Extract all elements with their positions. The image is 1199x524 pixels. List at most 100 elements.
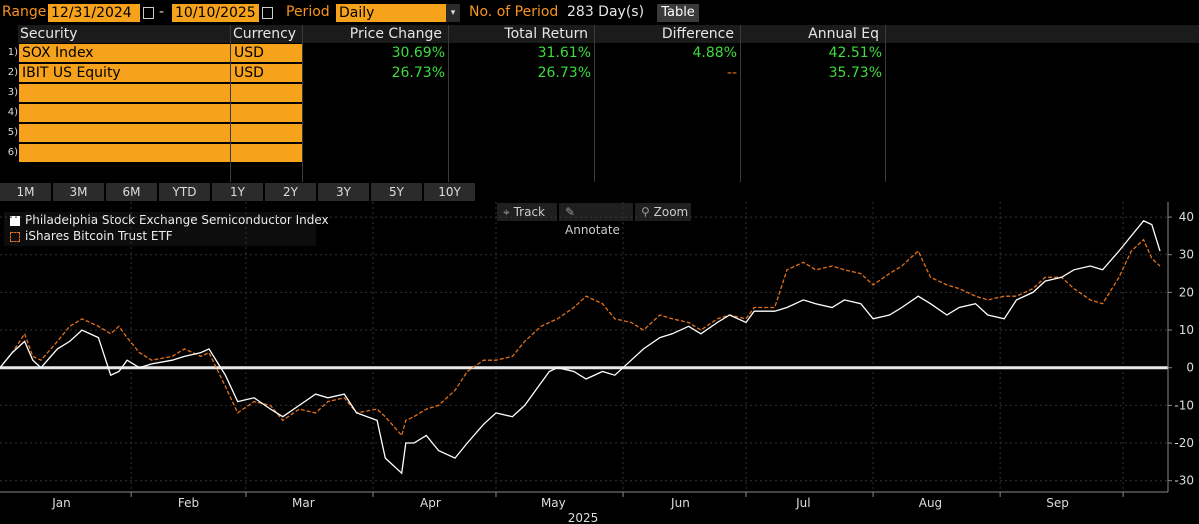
annual-eq-cell [741, 124, 882, 142]
x-tick-label: Aug [919, 496, 942, 510]
header-difference: Difference [595, 25, 740, 43]
total-return-cell [449, 144, 591, 162]
column-divider [885, 25, 886, 182]
series-line-ibit [0, 238, 1161, 437]
difference-cell [595, 144, 737, 162]
legend-swatch-sox [10, 216, 20, 226]
y-tick-label: 10 [1179, 323, 1194, 337]
y-tick-label: 0 [1186, 361, 1194, 375]
line-chart[interactable]: 40 30 20 10 0 -10 -20 -30 Jan Feb Mar Apr May Jun Jul… [0, 200, 1199, 524]
total-return-cell [449, 124, 591, 142]
column-divider [302, 25, 303, 182]
securities-table: Security Currency Price Change Total Ret… [0, 25, 1199, 182]
security-input[interactable] [19, 104, 230, 122]
price-change-cell [303, 144, 445, 162]
calendar-end-icon[interactable] [262, 7, 273, 19]
annual-eq-cell: 42.51% [828, 45, 882, 61]
security-input[interactable]: SOX Index [19, 44, 230, 62]
period-button-5y[interactable]: 5Y [371, 183, 422, 201]
price-change-cell: 30.69% [391, 45, 445, 61]
y-tick-label: -30 [1174, 474, 1194, 488]
annual-eq-cell [741, 104, 882, 122]
annual-eq-cell [741, 84, 882, 102]
difference-cell: 4.88% [692, 45, 737, 61]
crosshair-icon: ⌖ [503, 205, 510, 219]
period-select[interactable]: Daily [336, 4, 446, 22]
header-empty [886, 25, 1199, 43]
header-total-return: Total Return [449, 25, 594, 43]
y-tick-label: 20 [1179, 285, 1194, 299]
security-input[interactable] [19, 84, 230, 102]
security-input[interactable]: IBIT US Equity [19, 64, 230, 82]
header-security: Security [18, 25, 230, 43]
currency-input[interactable] [231, 84, 302, 102]
row-number: 4) [7, 107, 18, 118]
pencil-icon: ✎ [565, 205, 576, 219]
security-input[interactable] [19, 124, 230, 142]
annotate-button[interactable]: ✎ Annotate [559, 203, 633, 237]
range-separator: - [159, 4, 165, 20]
currency-input[interactable] [231, 104, 302, 122]
range-start-field[interactable]: 12/31/2024 [48, 4, 140, 22]
y-tick-label: 40 [1179, 210, 1194, 224]
x-tick-label: Apr [420, 496, 441, 510]
track-button[interactable]: ⌖ Track [497, 203, 557, 221]
row-number: 2) [7, 67, 18, 78]
currency-input[interactable] [231, 144, 302, 162]
magnifier-icon: ⚲ [641, 205, 650, 219]
calendar-start-icon[interactable] [143, 7, 154, 19]
chart-legend: Philadelphia Stock Exchange Semiconducto… [4, 212, 329, 246]
annual-eq-cell [741, 144, 882, 162]
currency-input[interactable] [231, 124, 302, 142]
row-number: 1) [7, 47, 18, 58]
x-tick-label: Jan [51, 496, 71, 510]
period-button-3y[interactable]: 3Y [318, 183, 369, 201]
period-button-ytd[interactable]: YTD [159, 183, 210, 201]
price-change-cell [303, 104, 445, 122]
y-tick-label: 30 [1179, 248, 1194, 262]
header-currency: Currency [231, 25, 302, 43]
difference-cell [595, 124, 737, 142]
x-tick-label: Mar [292, 496, 315, 510]
track-label: Track [513, 205, 545, 219]
row-number: 3) [7, 87, 18, 98]
legend-label-ibit: iShares Bitcoin Trust ETF [25, 229, 173, 243]
y-tick-label: -20 [1174, 436, 1194, 450]
period-button-1y[interactable]: 1Y [212, 183, 263, 201]
range-end-field[interactable]: 10/10/2025 [172, 4, 259, 22]
period-buttons: 1M 3M 6M YTD 1Y 2Y 3Y 5Y 10Y [0, 183, 480, 201]
period-button-2y[interactable]: 2Y [265, 183, 316, 201]
total-return-cell: 31.61% [537, 45, 591, 61]
currency-input[interactable]: USD [231, 44, 302, 62]
period-button-1m[interactable]: 1M [0, 183, 51, 201]
period-button-6m[interactable]: 6M [106, 183, 157, 201]
header-annual-eq: Annual Eq [741, 25, 885, 43]
header-price-change: Price Change [303, 25, 448, 43]
period-button-10y[interactable]: 10Y [424, 183, 475, 201]
x-tick-label: Jun [670, 496, 690, 510]
difference-cell [595, 104, 737, 122]
row-number: 5) [7, 127, 18, 138]
price-change-cell [303, 124, 445, 142]
column-divider [448, 25, 449, 182]
column-divider [230, 25, 231, 182]
difference-cell [595, 84, 737, 102]
zoom-button[interactable]: ⚲ Zoom [635, 203, 691, 221]
total-return-cell: 26.73% [537, 65, 591, 81]
column-divider [740, 25, 741, 182]
x-tick-label: May [541, 496, 566, 510]
y-tick-label: -10 [1174, 398, 1194, 412]
num-period-value: 283 Day(s) [567, 4, 645, 20]
range-label: Range [2, 4, 47, 20]
total-return-cell [449, 104, 591, 122]
x-axis-title: 2025 [568, 511, 599, 524]
total-return-cell [449, 84, 591, 102]
annotate-label: Annotate [565, 223, 620, 237]
chevron-down-icon[interactable]: ▾ [446, 4, 460, 22]
security-input[interactable] [19, 144, 230, 162]
table-button[interactable]: Table [657, 4, 699, 22]
period-button-3m[interactable]: 3M [53, 183, 104, 201]
x-tick-label: Jul [795, 496, 810, 510]
difference-cell: -- [726, 65, 737, 81]
currency-input[interactable]: USD [231, 64, 302, 82]
